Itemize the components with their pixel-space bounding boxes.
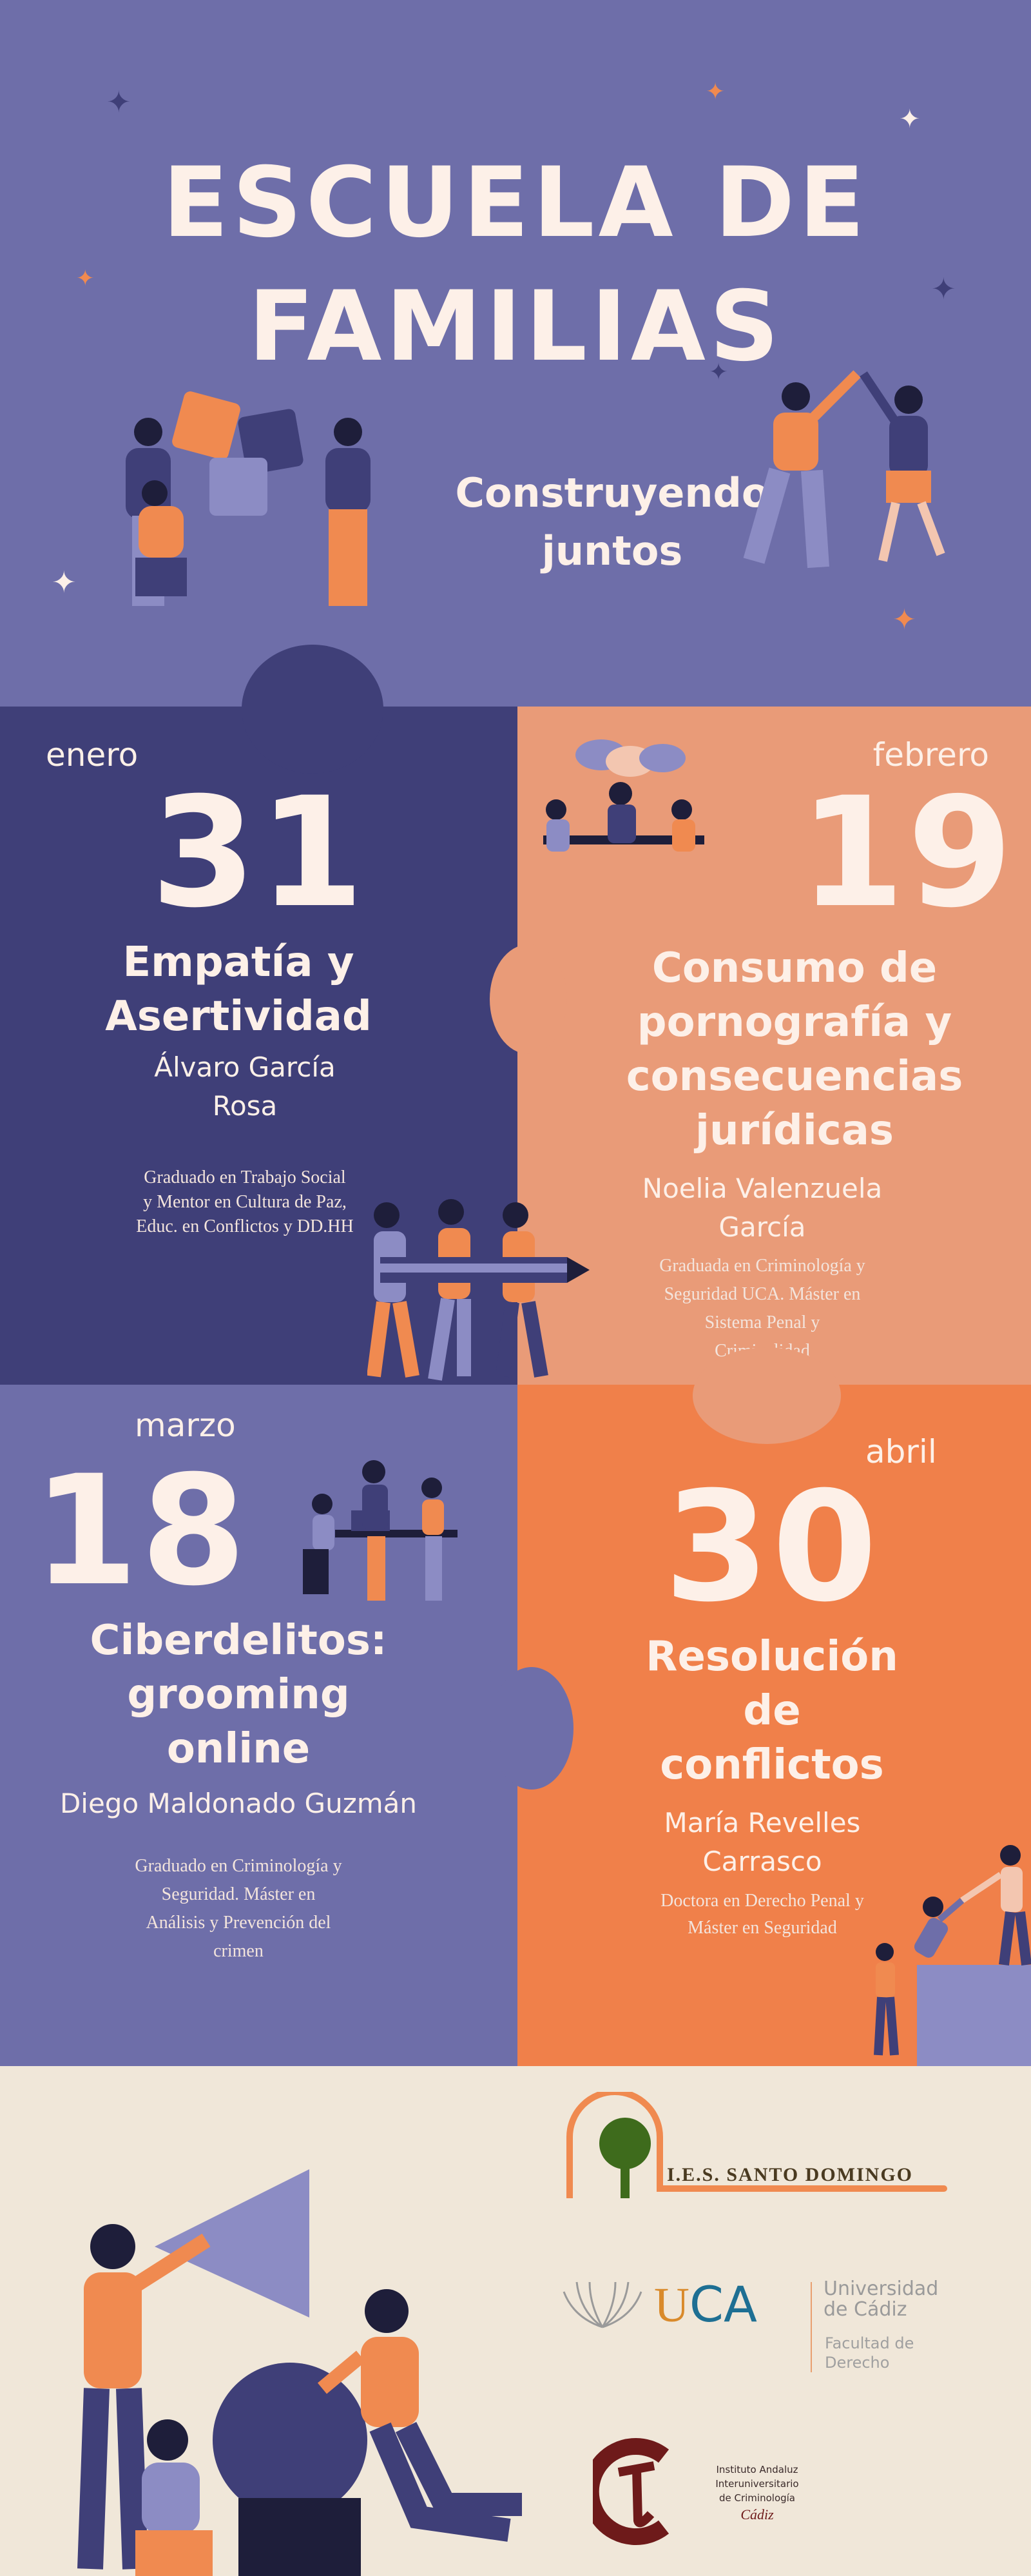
uca-faculty-line: Derecho	[825, 2354, 890, 2372]
title-line: Empatía y	[122, 939, 354, 986]
speaker-line: Rosa	[212, 1090, 278, 1122]
ies-logo-text: I.E.S. SANTO DOMINGO	[667, 2164, 914, 2185]
session-month: febrero	[872, 736, 989, 774]
team-carrying-pencil-illustration	[367, 1199, 590, 1381]
ies-santo-domingo-logo: I.E.S. SANTO DOMINGO	[561, 2092, 973, 2201]
uca-faculty-line: Facultad de	[825, 2334, 914, 2352]
session-card-march: marzo 18 Ciberdelitos: grooming online D…	[0, 1385, 517, 2066]
meeting-illustration	[543, 739, 704, 852]
speaker-line: María Revelles	[664, 1807, 861, 1839]
uca-logo: UCA Universidad de Cádiz Facultad de Der…	[561, 2279, 960, 2388]
uca-name-line: Universidad	[824, 2278, 939, 2300]
bio-line: Seguridad UCA. Máster en	[664, 1284, 861, 1304]
session-card-february: febrero 19 Consumo de pornografía y cons…	[517, 707, 1031, 1385]
iaic-emblem-icon	[593, 2438, 670, 2545]
title-line: Asertividad	[105, 993, 372, 1040]
sparkle-icon: ✦	[892, 603, 916, 636]
puzzle-tab	[693, 1347, 841, 1444]
helping-hand-illustration	[874, 1845, 1031, 2066]
session-speaker: Noelia Valenzuela García	[569, 1169, 956, 1247]
session-day: 31	[150, 765, 367, 941]
title-line: online	[166, 1725, 311, 1773]
sparkle-icon: ✦	[899, 104, 921, 134]
title-line: consecuencias	[626, 1053, 963, 1100]
iaic-line: de Criminología	[718, 2492, 795, 2504]
building-shapes-illustration	[77, 2169, 522, 2576]
sparkle-icon: ✦	[931, 271, 956, 306]
sparkle-icon: ✦	[106, 84, 131, 119]
title-line: grooming	[127, 1671, 350, 1719]
speaker-line: Noelia Valenzuela	[642, 1173, 883, 1204]
bio-line: crimen	[213, 1941, 264, 1961]
uca-faculty: Facultad de Derecho	[825, 2334, 914, 2372]
subtitle: Construyendo juntos	[412, 464, 812, 580]
title-line: conflictos	[660, 1741, 884, 1789]
uca-mark-text: UCA	[654, 2276, 757, 2333]
puzzle-team-illustration	[126, 391, 371, 606]
footer-section: I.E.S. SANTO DOMINGO UCA Universidad de …	[0, 2066, 1031, 2576]
header-section: ✦ ✦ ✦ ✦ ✦ ✦ ✦ ✦ ESCUELA DE FAMILIAS Cons…	[0, 0, 1031, 707]
bio-line: Graduada en Criminología y	[659, 1256, 865, 1276]
puzzle-tab	[490, 944, 567, 1054]
session-speaker: María Revelles Carrasco	[569, 1804, 956, 1881]
uca-name-line: de Cádiz	[824, 2298, 907, 2321]
sparkle-icon: ✦	[52, 565, 77, 600]
bio-line: Educ. en Conflictos y DD.HH	[136, 1216, 354, 1236]
title-line-1: ESCUELA DE	[162, 147, 869, 259]
session-bio: Graduado en Trabajo Social y Mentor en C…	[0, 1166, 490, 1239]
bio-line: Doctora en Derecho Penal y	[660, 1891, 864, 1911]
speaker-line: Carrasco	[702, 1846, 822, 1877]
session-day: 30	[664, 1459, 880, 1635]
uca-emblem-icon	[563, 2281, 642, 2328]
session-title: Empatía y Asertividad	[0, 935, 477, 1044]
session-title: Resolución de conflictos	[553, 1630, 991, 1792]
iaic-city: Cádiz	[740, 2506, 774, 2522]
session-month: marzo	[135, 1407, 236, 1444]
speaker-line: Álvaro García	[154, 1051, 336, 1083]
session-day: 19	[799, 765, 1016, 941]
puzzle-tab	[490, 1667, 573, 1790]
sparkle-icon: ✦	[709, 359, 729, 385]
session-bio: Doctora en Derecho Penal y Máster en Seg…	[569, 1888, 956, 1942]
session-speaker: Diego Maldonado Guzmán	[0, 1784, 477, 1823]
session-title: Consumo de pornografía y consecuencias j…	[556, 941, 1031, 1158]
bio-line: y Mentor en Cultura de Paz,	[143, 1192, 347, 1212]
bio-line: Graduado en Trabajo Social	[144, 1167, 346, 1187]
uca-wordmark: UCA	[654, 2276, 757, 2333]
bio-line: Graduado en Criminología y	[135, 1856, 342, 1876]
session-day: 18	[33, 1443, 249, 1619]
iaic-line: Instituto Andaluz Interuniversitario	[715, 2464, 799, 2490]
bio-line: Máster en Seguridad	[688, 1918, 837, 1938]
subtitle-line-1: Construyendo	[455, 469, 769, 516]
uca-name: Universidad de Cádiz	[824, 2279, 938, 2320]
speaker-line: García	[718, 1211, 806, 1243]
session-speaker: Álvaro García Rosa	[0, 1048, 490, 1126]
sparkle-icon: ✦	[76, 266, 95, 291]
office-team-illustration	[303, 1460, 458, 1601]
subtitle-line-2: juntos	[541, 527, 683, 574]
session-month: abril	[865, 1433, 937, 1470]
speaker-line: Diego Maldonado Guzmán	[59, 1788, 418, 1819]
session-title: Ciberdelitos: grooming online	[19, 1614, 458, 1776]
title-line: Ciberdelitos:	[90, 1617, 387, 1664]
high-five-illustration	[743, 370, 945, 569]
uca-divider	[811, 2282, 812, 2372]
title-line: pornografía y	[637, 999, 952, 1046]
iaic-logo: Instituto Andaluz Interuniversitario de …	[593, 2437, 954, 2553]
puzzle-tab	[242, 645, 383, 774]
sparkle-icon: ✦	[706, 79, 726, 105]
bio-line: Análisis y Prevención del	[146, 1913, 331, 1933]
session-month: enero	[46, 736, 139, 774]
session-card-april: abril 30 Resolución de conflictos María …	[517, 1385, 1031, 2066]
ies-logo-mark	[566, 2092, 947, 2198]
title-line-2: FAMILIAS	[248, 271, 783, 383]
bio-line: Seguridad. Máster en	[161, 1884, 316, 1904]
bio-line: Sistema Penal y	[704, 1312, 820, 1332]
session-bio: Graduado en Criminología y Seguridad. Má…	[19, 1852, 458, 1966]
title-line: de	[743, 1687, 801, 1735]
title-line: Resolución	[646, 1633, 898, 1681]
title-line: Consumo de	[651, 944, 938, 992]
iaic-text: Instituto Andaluz Interuniversitario de …	[673, 2463, 841, 2522]
title-line: jurídicas	[695, 1107, 894, 1155]
